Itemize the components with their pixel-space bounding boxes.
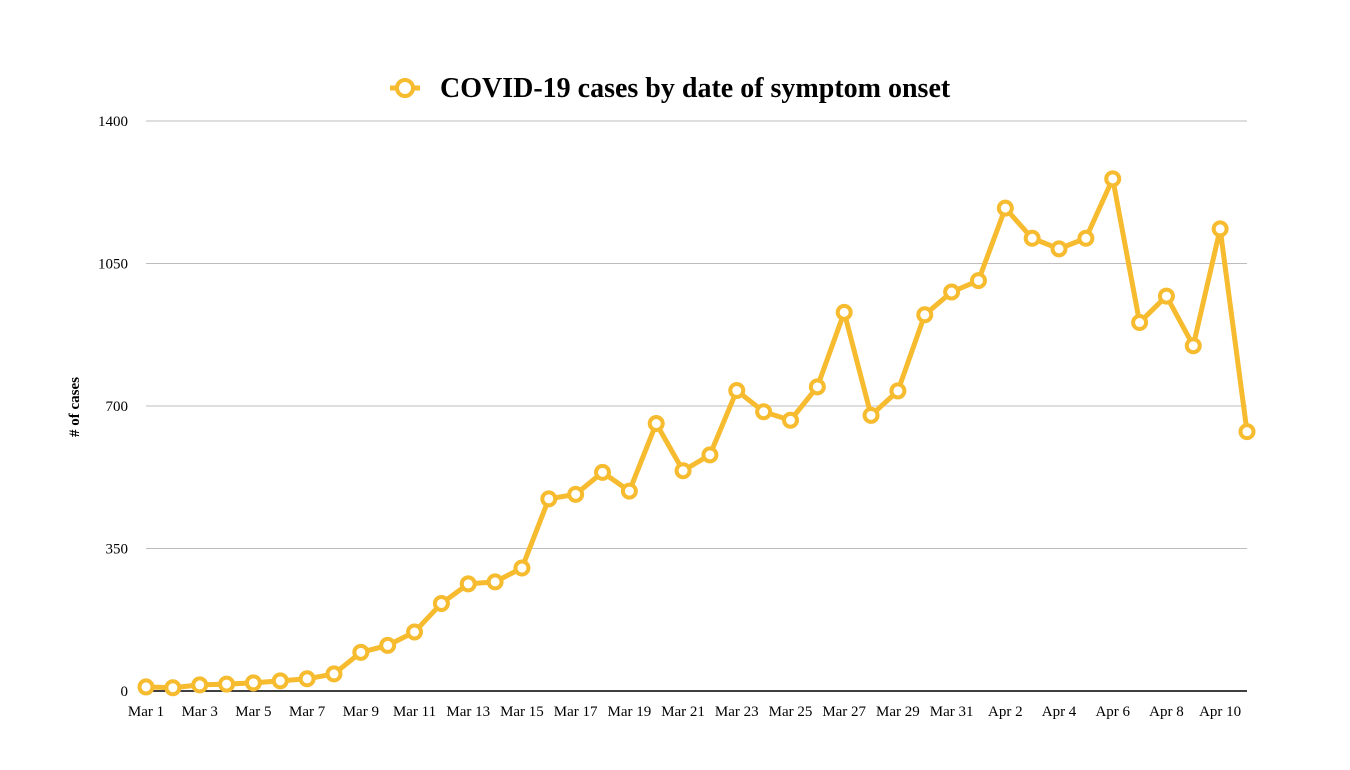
data-point: [218, 675, 236, 693]
x-tick-label: Mar 5: [235, 704, 271, 720]
x-tick-label: Mar 31: [930, 704, 974, 720]
y-axis-label: # of cases: [67, 377, 83, 437]
data-point: [191, 676, 209, 694]
x-tick-label: Mar 7: [289, 704, 326, 720]
x-tick-label: Mar 27: [822, 704, 866, 720]
data-point: [969, 272, 987, 290]
data-point: [916, 306, 934, 324]
legend-marker-icon: [395, 78, 415, 98]
x-tick-label: Apr 8: [1149, 704, 1184, 720]
data-point: [271, 672, 289, 690]
data-point: [1050, 240, 1068, 258]
data-point: [1131, 314, 1149, 332]
data-point: [862, 406, 880, 424]
x-tick-label: Mar 9: [343, 704, 379, 720]
x-tick-label: Mar 23: [715, 704, 759, 720]
series-line: [143, 176, 1250, 691]
data-point: [432, 594, 450, 612]
y-tick-label: 700: [106, 399, 129, 415]
data-point: [352, 643, 370, 661]
data-point: [755, 403, 773, 421]
data-point: [781, 411, 799, 429]
data-point: [1104, 170, 1122, 188]
x-tick-label: Apr 10: [1199, 704, 1241, 720]
data-point: [164, 679, 182, 697]
x-tick-label: Mar 11: [393, 704, 436, 720]
data-point: [459, 575, 477, 593]
data-point: [298, 670, 316, 688]
x-tick-label: Mar 13: [446, 704, 490, 720]
x-tick-label: Mar 29: [876, 704, 920, 720]
data-point: [244, 674, 262, 692]
data-point: [728, 382, 746, 400]
data-point: [1238, 423, 1256, 441]
y-tick-label: 350: [106, 542, 129, 558]
data-point: [406, 623, 424, 641]
x-tick-label: Mar 3: [182, 704, 218, 720]
data-point: [1184, 337, 1202, 355]
data-point: [1211, 220, 1229, 238]
data-point: [325, 665, 343, 683]
data-point: [620, 482, 638, 500]
x-tick-label: Mar 1: [128, 704, 164, 720]
x-tick-label: Apr 2: [988, 704, 1023, 720]
x-tick-label: Apr 6: [1095, 704, 1130, 720]
data-point: [943, 283, 961, 301]
data-point: [1077, 229, 1095, 247]
data-point: [647, 415, 665, 433]
legend: COVID-19 cases by date of symptom onset: [390, 73, 951, 104]
data-point: [379, 636, 397, 654]
x-tick-label: Mar 17: [554, 704, 598, 720]
data-point: [996, 199, 1014, 217]
y-axis-ticks: 0 350 700 1050 1400: [98, 114, 128, 700]
data-point: [701, 446, 719, 464]
data-point: [889, 382, 907, 400]
x-tick-label: Mar 25: [769, 704, 813, 720]
data-point: [594, 463, 612, 481]
x-axis-ticks: Mar 1 Mar 3 Mar 5 Mar 7 Mar 9 Mar 11 Mar 13 Mar…: [128, 704, 1241, 720]
x-tick-label: Apr 4: [1042, 704, 1077, 720]
data-point: [1157, 287, 1175, 305]
x-tick-label: Mar 15: [500, 704, 544, 720]
y-tick-label: 1050: [98, 257, 128, 273]
data-points: [137, 170, 1256, 697]
data-point: [1023, 229, 1041, 247]
gridlines: [146, 120, 1247, 549]
data-point: [674, 462, 692, 480]
data-point: [540, 490, 558, 508]
chart-title: COVID-19 cases by date of symptom onset: [440, 73, 951, 104]
data-point: [486, 573, 504, 591]
y-tick-label: 1400: [98, 114, 128, 130]
x-tick-label: Mar 21: [661, 704, 705, 720]
data-point: [567, 485, 585, 503]
data-point: [835, 303, 853, 321]
y-tick-label: 0: [121, 684, 129, 700]
data-point: [137, 678, 155, 696]
data-point: [513, 559, 531, 577]
data-point: [808, 378, 826, 396]
x-tick-label: Mar 19: [607, 704, 651, 720]
